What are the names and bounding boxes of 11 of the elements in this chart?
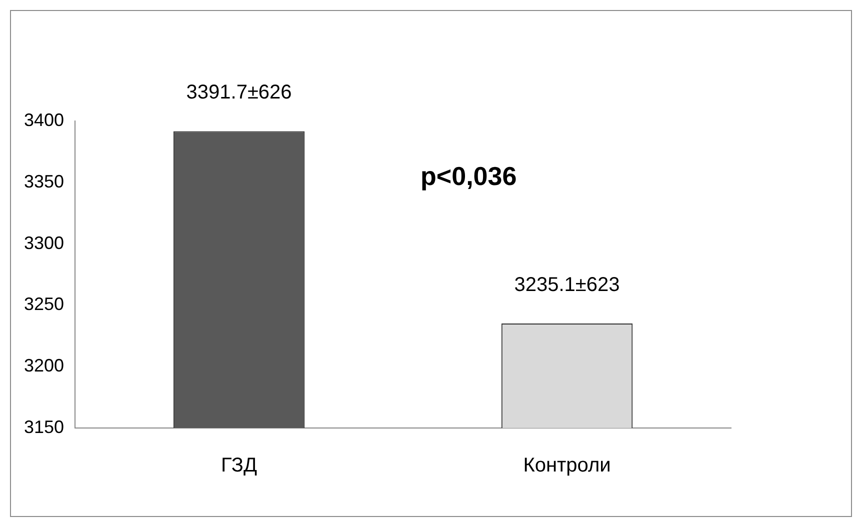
y-tick-label: 3400 xyxy=(24,110,64,130)
data-label: 3391.7±626 xyxy=(186,82,292,104)
x-tick-label: ГЗД xyxy=(221,454,258,477)
y-tick-label: 3300 xyxy=(24,232,64,253)
y-tick-label: 3150 xyxy=(24,416,64,437)
y-tick-label: 3250 xyxy=(24,294,64,314)
x-tick-label: Контроли xyxy=(523,454,611,477)
data-label: 3235.1±623 xyxy=(514,274,620,296)
annotation: p<0,036 xyxy=(420,161,517,192)
y-tick-label: 3350 xyxy=(24,171,64,192)
y-tick-label: 3200 xyxy=(24,356,64,376)
